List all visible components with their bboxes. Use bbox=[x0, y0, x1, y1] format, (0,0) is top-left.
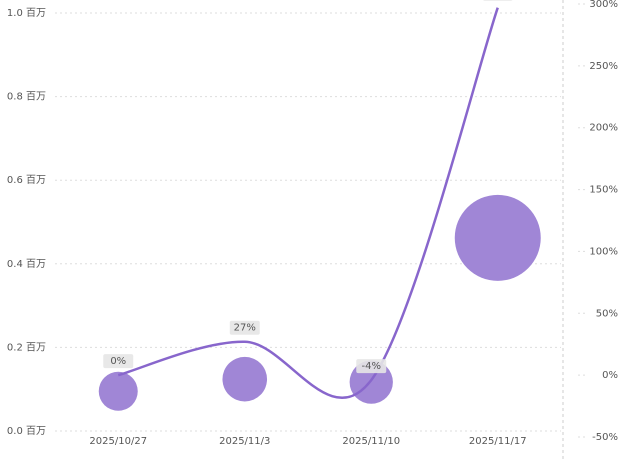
bubble bbox=[222, 356, 268, 402]
y-tick-label: 0.6 百万 bbox=[7, 174, 46, 186]
y-tick-label: 0.0 百万 bbox=[7, 425, 46, 437]
x-tick-label: 2025/11/3 bbox=[219, 436, 270, 447]
data-label-bg bbox=[356, 359, 387, 374]
y2-tick-label: 150% bbox=[589, 185, 618, 196]
bubble bbox=[98, 371, 138, 411]
y2-tick-label: -50% bbox=[592, 432, 618, 443]
data-label-bg bbox=[103, 354, 134, 369]
x-tick-label: 2025/10/27 bbox=[89, 436, 147, 447]
x-tick-label: 2025/11/17 bbox=[469, 436, 527, 447]
data-label-text: -4% bbox=[362, 361, 381, 372]
y-tick-label: 0.4 百万 bbox=[7, 258, 46, 270]
y2-tick-label: 250% bbox=[589, 61, 618, 72]
data-label: 27% bbox=[229, 320, 260, 335]
y-tick-label: 0.8 百万 bbox=[7, 91, 46, 103]
data-label-text: 0% bbox=[110, 356, 126, 367]
data-label: 0% bbox=[103, 354, 134, 369]
data-label: 297% bbox=[483, 0, 513, 1]
line bbox=[117, 7, 499, 399]
y2-tick-label: 200% bbox=[589, 123, 618, 134]
x-tick-label: 2025/11/10 bbox=[342, 436, 400, 447]
data-label: -4% bbox=[356, 359, 387, 374]
bubble bbox=[454, 194, 541, 281]
y-tick-label: 0.2 百万 bbox=[7, 341, 46, 353]
y2-tick-label: 0% bbox=[602, 370, 618, 381]
y-tick-label: 1.0 百万 bbox=[7, 7, 46, 19]
data-label-text: 27% bbox=[234, 323, 256, 334]
y2-tick-label: 100% bbox=[589, 246, 618, 257]
data-label-bg bbox=[483, 0, 513, 1]
y2-tick-label: 300% bbox=[589, 0, 618, 10]
y2-tick-label: 50% bbox=[596, 308, 618, 319]
data-label-bg bbox=[229, 320, 260, 335]
